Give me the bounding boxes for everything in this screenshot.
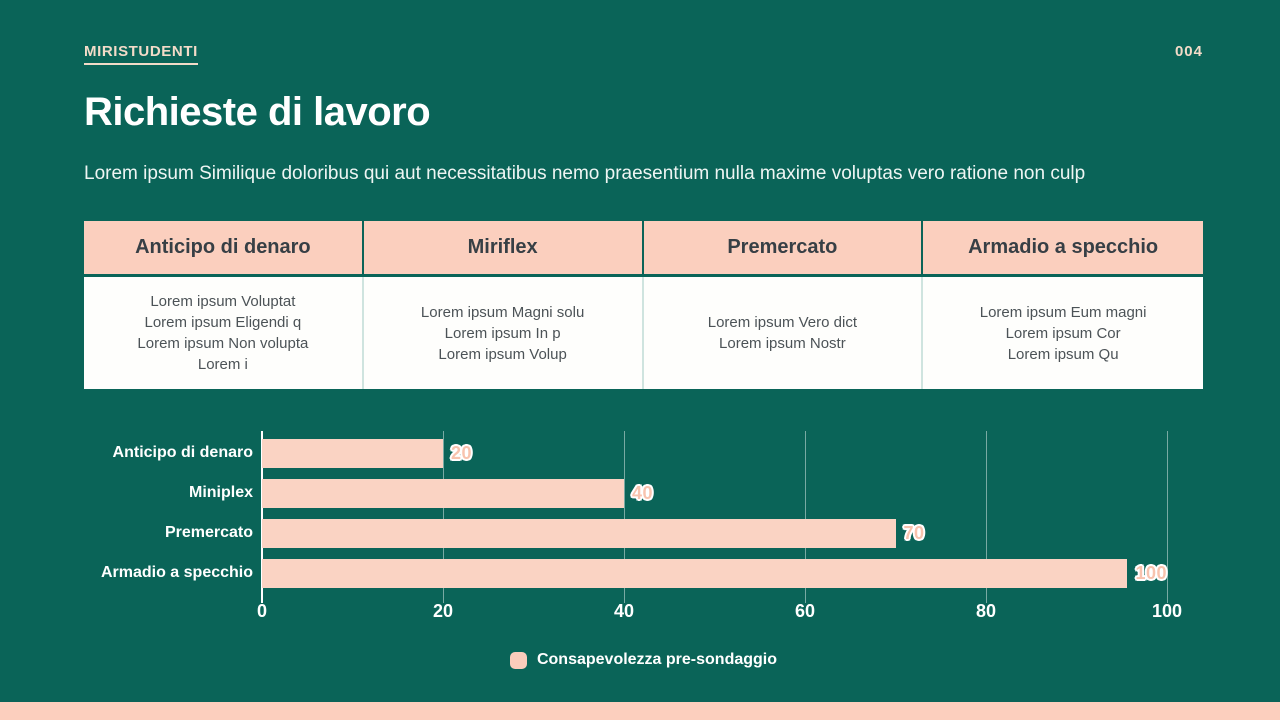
chart-bar-value-label: 100 xyxy=(1135,562,1167,583)
table-body-cell: Lorem ipsum Vero dict Lorem ipsum Nostr xyxy=(643,277,924,389)
table-body-cell: Lorem ipsum Magni solu Lorem ipsum In p Lo… xyxy=(363,277,644,389)
chart-gridline xyxy=(443,431,444,603)
info-table: Anticipo di denaro Lorem ipsum Voluptat Lo… xyxy=(84,221,1203,389)
chart-category-label: Miniplex xyxy=(188,484,253,501)
chart-category-label: Armadio a specchio xyxy=(100,564,253,581)
chart-bar xyxy=(262,438,443,468)
x-axis-tick-label: 40 xyxy=(613,601,635,621)
chart-gridline xyxy=(986,431,987,603)
table-cell-line: Lorem ipsum Volup xyxy=(438,345,567,363)
header-bar: MIRISTUDENTI 004 xyxy=(84,43,1203,65)
table-cell-line: Lorem ipsum Voluptat xyxy=(150,293,296,310)
chart-rows: 20 40 70 100 xyxy=(262,433,1167,593)
table-header-cell: Armadio a specchio xyxy=(923,221,1203,277)
x-axis-tick-label: 60 xyxy=(794,601,816,621)
chart-bar-row: 100 xyxy=(262,553,1167,593)
table-column: Armadio a specchio Lorem ipsum Eum magni L… xyxy=(923,221,1203,389)
chart-plot-column: 20 40 70 100 0 20 40 60 80 100 xyxy=(257,431,1182,625)
chart-bar-value-label: 40 xyxy=(632,482,654,503)
table-cell-line: Lorem ipsum Magni solu xyxy=(420,303,585,321)
chart-bar-value-label: 70 xyxy=(903,522,925,543)
chart-gridline xyxy=(624,431,625,603)
table-column: Premercato Lorem ipsum Vero dict Lorem ips… xyxy=(643,221,924,389)
chart-section: Anticipo di denaro Miniplex Premercato Arma… xyxy=(84,431,1203,625)
chart-bar-row: 20 xyxy=(262,433,1167,473)
table-column: Anticipo di denaro Lorem ipsum Voluptat Lo… xyxy=(84,221,364,389)
chart-bar xyxy=(262,518,896,548)
chart-legend: Consapevolezza pre-sondaggio xyxy=(84,651,1203,669)
page-number: 004 xyxy=(1174,43,1203,60)
chart-bar-row: 40 xyxy=(262,473,1167,513)
table-cell-line: Lorem ipsum Non volupta xyxy=(137,335,309,352)
chart-plot: 20 40 70 100 xyxy=(261,431,1168,603)
table-header-cell: Miriflex xyxy=(363,221,644,277)
page-title: Richieste di lavoro xyxy=(84,90,431,134)
legend-swatch-icon xyxy=(509,651,527,669)
table-cell-line: Lorem ipsum Eum magni xyxy=(979,303,1147,321)
chart-bar-row: 70 xyxy=(262,513,1167,553)
x-axis-tick-label: 20 xyxy=(432,601,454,621)
table-body-cell: Lorem ipsum Eum magni Lorem ipsum Cor Lore… xyxy=(923,277,1203,389)
table-cell-line: Lorem ipsum Nostr xyxy=(719,335,846,352)
chart-bar xyxy=(262,478,624,508)
chart-category-label: Premercato xyxy=(164,524,253,541)
table-column: Miriflex Lorem ipsum Magni solu Lorem ipsu… xyxy=(363,221,644,389)
table-body-cell: Lorem ipsum Voluptat Lorem ipsum Eligendi… xyxy=(84,277,364,389)
table-cell-line: Lorem i xyxy=(197,356,248,373)
x-axis-tick-label: 80 xyxy=(975,601,997,621)
chart-axis-ticks: 0 20 40 60 80 100 xyxy=(257,601,1182,625)
chart-gridline xyxy=(1167,431,1168,603)
chart-bar-value-label: 20 xyxy=(451,442,473,463)
eyebrow-label: MIRISTUDENTI xyxy=(84,43,198,65)
table-cell-line: Lorem ipsum Cor xyxy=(1005,324,1121,342)
page-subtitle: Lorem ipsum Similique doloribus qui aut … xyxy=(84,163,1086,184)
bottom-accent-strip xyxy=(0,702,1280,720)
table-cell-line: Lorem ipsum Eligendi q xyxy=(144,314,302,331)
legend-label: Consapevolezza pre-sondaggio xyxy=(536,651,778,668)
chart-bar xyxy=(262,558,1128,588)
table-header-cell: Anticipo di denaro xyxy=(84,221,364,277)
x-axis-tick-label: 100 xyxy=(1151,601,1183,621)
chart-category-label: Anticipo di denaro xyxy=(112,444,253,461)
table-cell-line: Lorem ipsum Qu xyxy=(1007,345,1119,363)
x-axis-tick-label: 0 xyxy=(256,601,268,621)
table-cell-line: Lorem ipsum Vero dict xyxy=(707,314,857,331)
table-cell-line: Lorem ipsum In p xyxy=(444,324,561,342)
chart-gridline xyxy=(805,431,806,603)
chart-category-labels: Anticipo di denaro Miniplex Premercato Arma… xyxy=(84,433,262,625)
chart-gridline xyxy=(261,431,263,603)
table-header-cell: Premercato xyxy=(643,221,924,277)
